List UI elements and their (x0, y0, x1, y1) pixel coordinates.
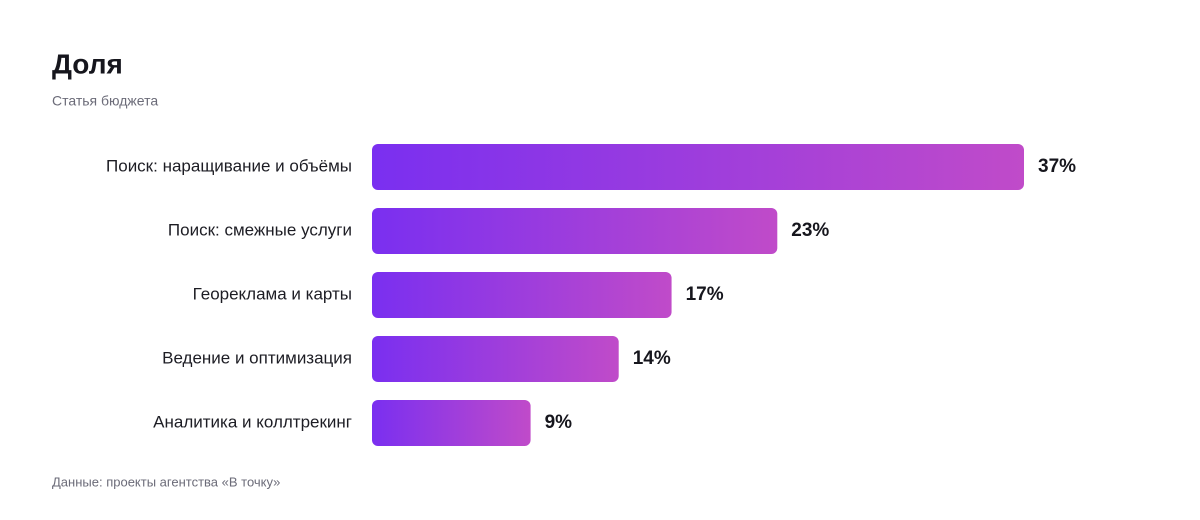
chart-title: Доля (52, 48, 123, 79)
value-label: 37% (1038, 156, 1076, 177)
category-label: Аналитика и коллтрекинг (153, 412, 352, 431)
value-label: 9% (545, 412, 573, 433)
category-label: Георекламa и карты (193, 284, 352, 303)
value-label: 17% (686, 284, 724, 305)
value-label: 14% (633, 348, 671, 369)
bar (372, 272, 672, 318)
bar (372, 400, 531, 446)
bar (372, 208, 778, 254)
bar (372, 336, 619, 382)
category-label: Ведение и оптимизация (162, 348, 352, 367)
bar (372, 144, 1024, 190)
category-label: Поиск: смежные услуги (168, 220, 352, 239)
value-label: 23% (791, 220, 829, 241)
source-note: Данные: проекты агентства «В точку» (52, 474, 280, 489)
category-label: Поиск: наращивание и объёмы (106, 156, 352, 175)
chart-subtitle: Статья бюджета (52, 93, 158, 109)
